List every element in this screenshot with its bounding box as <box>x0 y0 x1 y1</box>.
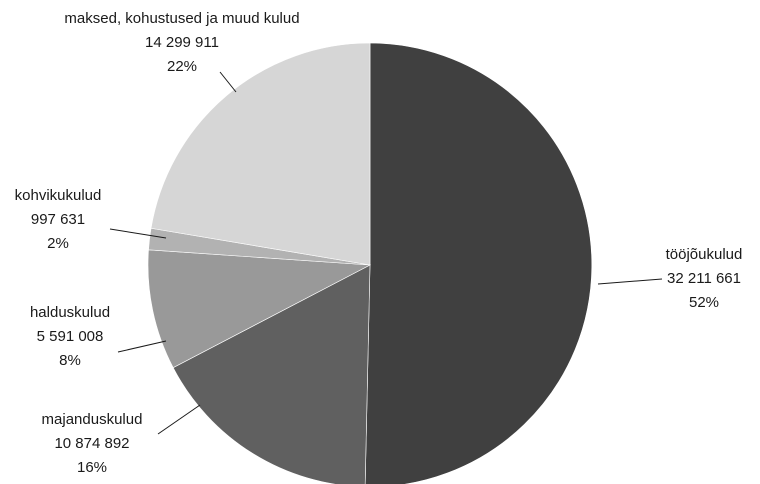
pie-slice-halduskulud <box>147 249 372 369</box>
leader-line-maksed <box>219 71 237 93</box>
slice-label-halduskulud: halduskulud 5 591 008 8% <box>30 304 110 369</box>
pie-slice-majanduskulud <box>172 264 371 484</box>
category-label: maksed, kohustused ja muud kulud <box>64 10 299 27</box>
value-label: 32 211 661 <box>667 270 741 287</box>
percent-label: 22% <box>167 58 197 75</box>
percent-label: 2% <box>47 235 69 252</box>
category-label: majanduskulud <box>42 411 143 428</box>
value-label: 997 631 <box>31 211 85 228</box>
pie-slice-toojoukulud <box>364 42 593 484</box>
leader-line-majanduskulud <box>157 404 201 435</box>
slice-label-toojoukulud: tööjõukulud 32 211 661 52% <box>666 246 743 311</box>
leader-line-toojoukulud <box>597 278 663 285</box>
pie-slices <box>147 42 593 484</box>
category-label: tööjõukulud <box>666 246 743 263</box>
leader-line-halduskulud <box>117 340 167 353</box>
leader-lines <box>109 71 663 435</box>
slice-label-kohvikukulud: kohvikukulud 997 631 2% <box>15 187 102 252</box>
value-label: 14 299 911 <box>145 34 219 51</box>
value-label: 10 874 892 <box>54 435 129 452</box>
category-label: kohvikukulud <box>15 187 102 204</box>
percent-label: 16% <box>77 459 107 476</box>
slice-label-maksed: maksed, kohustused ja muud kulud 14 299 … <box>64 10 299 75</box>
pie-slice-maksed <box>150 42 371 266</box>
percent-label: 8% <box>59 352 81 369</box>
percent-label: 52% <box>689 294 719 311</box>
value-label: 5 591 008 <box>37 328 104 345</box>
slice-label-majanduskulud: majanduskulud 10 874 892 16% <box>42 411 143 476</box>
category-label: halduskulud <box>30 304 110 321</box>
leader-line-kohvikukulud <box>109 228 167 239</box>
